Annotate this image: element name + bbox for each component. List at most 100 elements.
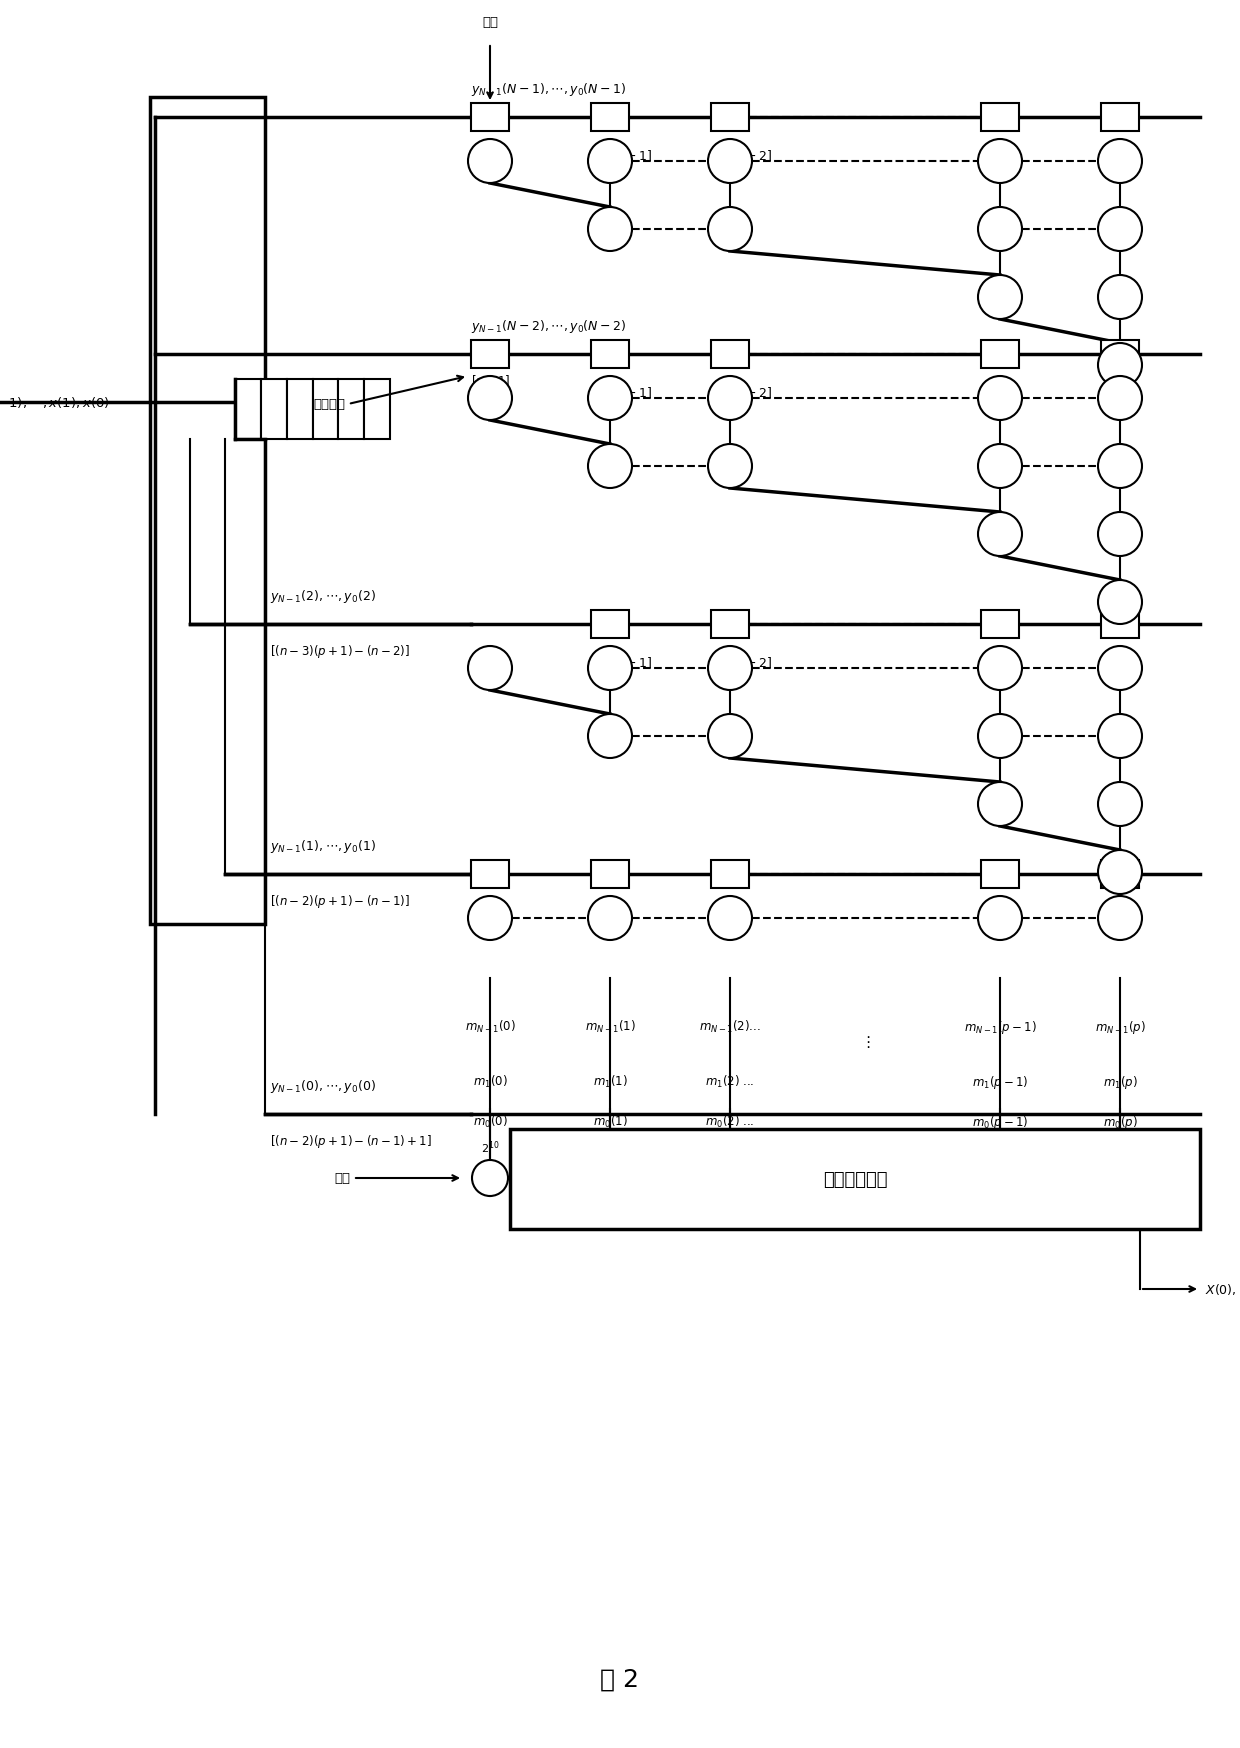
Bar xyxy=(711,103,749,131)
Text: $\vdots$: $\vdots$ xyxy=(859,1033,870,1049)
Bar xyxy=(365,379,391,440)
Bar xyxy=(981,860,1019,888)
Bar xyxy=(150,98,265,925)
Text: $X(0),\cdots,X(N-1)$: $X(0),\cdots,X(N-1)$ xyxy=(1205,1281,1240,1297)
Circle shape xyxy=(1097,715,1142,759)
Bar xyxy=(1101,860,1140,888)
Circle shape xyxy=(1097,580,1142,624)
Bar xyxy=(711,860,749,888)
Text: $[1]$: $[1]$ xyxy=(999,654,1018,669)
Circle shape xyxy=(588,140,632,184)
Circle shape xyxy=(467,897,512,940)
Circle shape xyxy=(708,897,751,940)
Text: $1/2^{\log N^{p-1}-1}$: $1/2^{\log N^{p-1}-1}$ xyxy=(971,1140,1029,1155)
Text: 移位: 移位 xyxy=(334,1171,350,1185)
Text: $[(n-2)(p+1)-(n-1)+1]$: $[(n-2)(p+1)-(n-1)+1]$ xyxy=(270,1133,432,1150)
Circle shape xyxy=(978,647,1022,690)
Bar xyxy=(1101,341,1140,369)
Text: $m_1(2)$ ...: $m_1(2)$ ... xyxy=(706,1073,755,1089)
Circle shape xyxy=(982,1161,1018,1196)
Circle shape xyxy=(712,1161,748,1196)
Circle shape xyxy=(708,140,751,184)
Text: $y_{N-1}(1),\cdots,y_0(1)$: $y_{N-1}(1),\cdots,y_0(1)$ xyxy=(270,837,376,855)
Circle shape xyxy=(1097,444,1142,489)
Bar xyxy=(471,860,508,888)
Text: $[p-1]$: $[p-1]$ xyxy=(471,372,511,390)
Circle shape xyxy=(1097,344,1142,388)
Bar xyxy=(981,103,1019,131)
Circle shape xyxy=(708,647,751,690)
Bar xyxy=(711,341,749,369)
Text: $[(n-2)(p+1)-(n-1)]$: $[(n-2)(p+1)-(n-1)]$ xyxy=(270,893,410,909)
Text: 延时: 延时 xyxy=(482,16,498,30)
Text: $m_0(p-1)$: $m_0(p-1)$ xyxy=(972,1113,1028,1131)
Text: $[p]$: $[p]$ xyxy=(490,385,508,402)
Text: $[p-2]$: $[p-2]$ xyxy=(730,149,773,164)
Bar xyxy=(286,379,312,440)
Circle shape xyxy=(1102,1161,1138,1196)
Circle shape xyxy=(708,378,751,421)
Circle shape xyxy=(978,897,1022,940)
Circle shape xyxy=(978,715,1022,759)
Text: $[p-1]$: $[p-1]$ xyxy=(610,149,652,164)
Circle shape xyxy=(1097,378,1142,421)
Circle shape xyxy=(1097,647,1142,690)
Text: $m_{N-1}(p)$: $m_{N-1}(p)$ xyxy=(1095,1019,1146,1035)
Circle shape xyxy=(978,276,1022,320)
Text: $m_1(p)$: $m_1(p)$ xyxy=(1102,1073,1137,1091)
Circle shape xyxy=(467,140,512,184)
Bar xyxy=(236,379,260,440)
Circle shape xyxy=(978,208,1022,252)
Circle shape xyxy=(708,444,751,489)
Circle shape xyxy=(708,715,751,759)
Circle shape xyxy=(1097,140,1142,184)
Text: $m_{N-1}(1)$: $m_{N-1}(1)$ xyxy=(584,1019,635,1035)
Bar xyxy=(339,379,365,440)
Text: $m_{N-1}(p-1)$: $m_{N-1}(p-1)$ xyxy=(963,1019,1037,1035)
Bar xyxy=(510,1129,1200,1229)
Bar xyxy=(591,610,629,638)
Text: $m_{N-1}(2)$...: $m_{N-1}(2)$... xyxy=(699,1019,761,1035)
Bar xyxy=(981,341,1019,369)
Text: $m_0(0)$: $m_0(0)$ xyxy=(472,1113,507,1129)
Text: $x(N-1),\cdots,x(1),x(0)$: $x(N-1),\cdots,x(1),x(0)$ xyxy=(0,395,110,411)
Bar xyxy=(591,103,629,131)
Circle shape xyxy=(467,378,512,421)
Bar xyxy=(1101,610,1140,638)
Circle shape xyxy=(978,140,1022,184)
Text: $m_1(1)$: $m_1(1)$ xyxy=(593,1073,627,1089)
Circle shape xyxy=(588,378,632,421)
Text: $m_{N-1}(0)$: $m_{N-1}(0)$ xyxy=(465,1019,516,1035)
Text: $y_{N-1}(0),\cdots,y_0(0)$: $y_{N-1}(0),\cdots,y_0(0)$ xyxy=(270,1077,376,1094)
Circle shape xyxy=(1097,512,1142,556)
Circle shape xyxy=(708,208,751,252)
Bar xyxy=(312,379,339,440)
Circle shape xyxy=(978,783,1022,827)
Circle shape xyxy=(588,647,632,690)
Bar xyxy=(711,610,749,638)
Bar xyxy=(471,341,508,369)
Text: $m_1(0)$: $m_1(0)$ xyxy=(472,1073,507,1089)
Bar xyxy=(591,860,629,888)
Text: $y_{N-1}(N-1),\cdots,y_0(N-1)$: $y_{N-1}(N-1),\cdots,y_0(N-1)$ xyxy=(471,80,626,98)
Text: $[p-2]$: $[p-2]$ xyxy=(730,654,773,671)
Text: $[1]$: $[1]$ xyxy=(999,385,1018,400)
Text: $y_{N-1}(N-2),\cdots,y_0(N-2)$: $y_{N-1}(N-2),\cdots,y_0(N-2)$ xyxy=(471,318,626,336)
Bar xyxy=(981,610,1019,638)
Text: $m_1(p-1)$: $m_1(p-1)$ xyxy=(972,1073,1028,1091)
Text: $[(n-3)(p+1)-(n-2)]$: $[(n-3)(p+1)-(n-2)]$ xyxy=(270,643,410,659)
Text: $1/2^{\log N-10}$: $1/2^{\log N-10}$ xyxy=(583,1140,637,1155)
Text: $[1]$: $[1]$ xyxy=(999,149,1018,163)
Circle shape xyxy=(978,512,1022,556)
Text: $y_{N-1}(2),\cdots,y_0(2)$: $y_{N-1}(2),\cdots,y_0(2)$ xyxy=(270,587,376,605)
Text: $[p]$: $[p]$ xyxy=(490,149,508,164)
Bar xyxy=(1101,103,1140,131)
Text: 移位累加运算: 移位累加运算 xyxy=(823,1171,888,1189)
Circle shape xyxy=(1097,897,1142,940)
Text: $2^{10}$: $2^{10}$ xyxy=(481,1138,500,1155)
Text: $[p]$: $[p]$ xyxy=(490,654,508,671)
Circle shape xyxy=(1097,783,1142,827)
Circle shape xyxy=(978,444,1022,489)
Bar xyxy=(260,379,286,440)
Text: $[p-2]$: $[p-2]$ xyxy=(730,385,773,402)
